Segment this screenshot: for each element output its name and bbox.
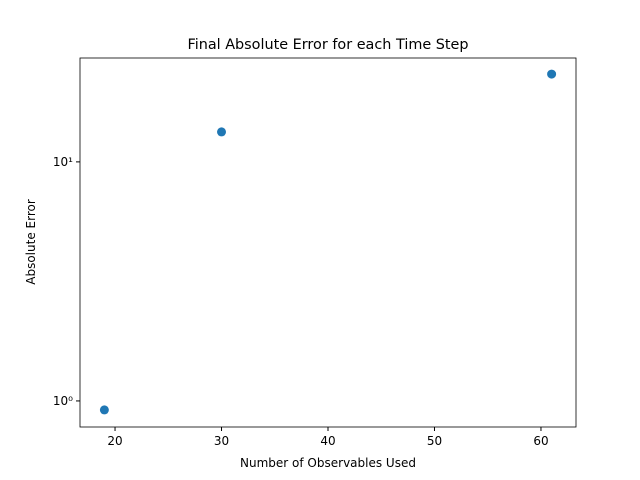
point (217, 127, 227, 137)
x-tick-label: 50 (427, 434, 442, 448)
x-tick-label: 60 (533, 434, 548, 448)
x-axis-label: Number of Observables Used (240, 456, 416, 470)
y-tick-label: 10¹ (53, 155, 73, 169)
chart-title: Final Absolute Error for each Time Step (187, 37, 468, 53)
point (547, 69, 557, 79)
y-tick-label: 10⁰ (53, 394, 73, 408)
y-axis-label: Absolute Error (24, 199, 38, 285)
x-tick-label: 30 (214, 434, 229, 448)
point (99, 405, 109, 415)
x-tick-label: 20 (107, 434, 122, 448)
x-tick-label: 40 (320, 434, 335, 448)
plot-frame (79, 57, 577, 428)
